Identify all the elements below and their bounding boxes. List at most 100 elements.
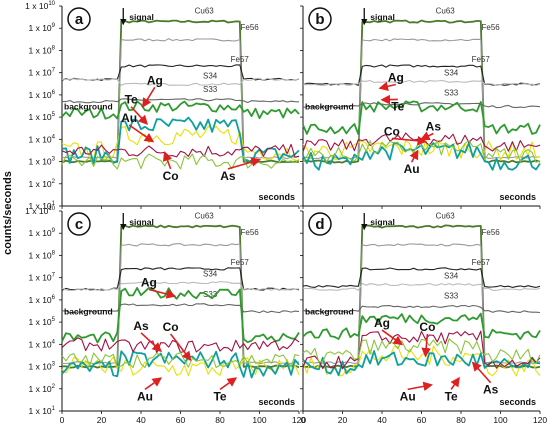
series-ag-line xyxy=(61,286,300,344)
series-s34-line xyxy=(61,281,300,291)
panel-label-circle xyxy=(67,7,91,31)
y-tick-label: 1 x 102 xyxy=(29,179,56,189)
isotope-label-s34: S34 xyxy=(444,69,459,78)
panel-label: a xyxy=(75,11,84,28)
series-ag-line xyxy=(61,100,300,120)
element-label-as: As xyxy=(426,119,442,133)
y-tick-label: 1 x 1010 xyxy=(25,1,55,11)
panel-label: d xyxy=(315,216,324,233)
x-tick-label: 20 xyxy=(97,415,107,425)
isotope-label-fe56: Fe56 xyxy=(482,228,501,237)
background-label: background xyxy=(64,307,113,317)
y-tick-label: 1 x 105 xyxy=(29,317,56,327)
series-s34-line xyxy=(302,79,541,86)
series-fe56-line xyxy=(302,243,541,365)
element-arrow-te xyxy=(450,376,460,390)
isotope-label-fe57: Fe57 xyxy=(231,258,250,267)
series-te-line xyxy=(302,345,541,377)
x-tick-label: 40 xyxy=(136,415,146,425)
element-label-ag: Ag xyxy=(388,71,404,85)
panel-d: 0 20 40 60 80 100 120 Cu63 Fe56 Fe57 S34 S33 signal b… xyxy=(300,210,547,425)
element-arrow-co xyxy=(169,333,192,362)
element-label-te: Te xyxy=(125,93,138,107)
element-arrow-co xyxy=(162,151,172,170)
isotope-label-fe56: Fe56 xyxy=(241,23,260,32)
element-label-ag: Ag xyxy=(147,73,163,87)
series-ag-line xyxy=(302,100,541,136)
isotope-label-fe57: Fe57 xyxy=(472,55,491,64)
series-s33-line xyxy=(302,102,541,109)
background-label: background xyxy=(305,307,354,317)
element-label-au: Au xyxy=(404,162,420,176)
series-ag-line xyxy=(302,312,541,341)
element-arrow-au xyxy=(409,149,419,163)
signal-label: signal xyxy=(129,217,154,227)
isotope-label-cu63: Cu63 xyxy=(436,212,456,221)
isotope-label-cu63: Cu63 xyxy=(195,7,215,16)
element-label-au: Au xyxy=(400,389,416,403)
y-tick-label: 1 x 108 xyxy=(29,250,56,260)
element-arrow-ag xyxy=(142,86,156,108)
isotope-label-s34: S34 xyxy=(203,71,218,80)
series-co-line xyxy=(61,143,300,158)
y-axis-label: counts/seconds xyxy=(2,171,14,255)
element-arrow-ag xyxy=(148,288,177,299)
element-label-au: Au xyxy=(121,111,137,125)
series-s34-line xyxy=(302,282,541,291)
element-label-as: As xyxy=(133,319,149,333)
y-tick-label: 1 x 107 xyxy=(29,68,56,78)
series-s34-line xyxy=(61,77,300,86)
isotope-label-fe57: Fe57 xyxy=(231,55,250,64)
x-tick-label: 0 xyxy=(301,415,306,425)
y-tick-label: 1 x 104 xyxy=(29,339,56,349)
element-label-te: Te xyxy=(445,389,458,403)
element-label-co: Co xyxy=(163,169,179,183)
isotope-label-s33: S33 xyxy=(203,290,218,299)
series-s33-line xyxy=(302,304,541,314)
panel-c: 1 x 101 1 x 102 1 x 103 1 x 104 1 x 105 1 x 1… xyxy=(25,206,306,425)
isotope-label-cu63: Cu63 xyxy=(436,7,456,16)
panel-a: 1 x 101 1 x 102 1 x 103 1 x 104 1 x 105 1 x 1… xyxy=(25,1,300,211)
isotope-label-s33: S33 xyxy=(444,89,459,98)
y-tick-label: 1 x 103 xyxy=(29,362,56,372)
series-as-line xyxy=(302,140,541,163)
series-fe57-line xyxy=(61,267,300,291)
element-label-te: Te xyxy=(391,99,404,113)
seconds-label: seconds xyxy=(499,397,536,407)
element-arrow-au xyxy=(407,381,433,392)
element-arrow-co xyxy=(391,135,428,146)
element-label-as: As xyxy=(220,169,236,183)
element-arrow-te xyxy=(130,106,149,125)
x-tick-label: 100 xyxy=(252,415,266,425)
series-cu63-line xyxy=(61,224,300,369)
panel-b: Cu63 Fe56 Fe57 S34 S33 signal background second… xyxy=(300,5,541,209)
x-tick-label: 40 xyxy=(377,415,387,425)
element-label-ag: Ag xyxy=(141,276,157,290)
element-label-co: Co xyxy=(163,320,179,334)
x-tick-label: 0 xyxy=(60,415,65,425)
y-tick-label: 1 x 102 xyxy=(29,384,56,394)
series-co-line xyxy=(61,337,300,354)
signal-label: signal xyxy=(370,12,395,22)
x-tick-label: 120 xyxy=(533,415,547,425)
panel-label: b xyxy=(315,11,324,28)
y-tick-label: 1 x 103 xyxy=(29,157,56,167)
series-cu63-line xyxy=(303,224,541,369)
series-as-line xyxy=(61,352,300,369)
background-label: background xyxy=(64,102,113,112)
element-arrow-as xyxy=(227,157,262,170)
x-tick-label: 20 xyxy=(338,415,348,425)
x-tick-label: 120 xyxy=(292,415,306,425)
x-tick-label: 80 xyxy=(456,415,466,425)
y-tick-label: 1 x 101 xyxy=(29,406,56,416)
element-label-co: Co xyxy=(419,320,435,334)
series-au-line xyxy=(302,141,541,171)
y-tick-label: 1 x 107 xyxy=(29,273,56,283)
series-s33-line xyxy=(61,98,300,104)
element-label-as: As xyxy=(483,383,499,397)
element-arrow-co xyxy=(421,333,431,358)
y-tick-label: 1 x 105 xyxy=(29,112,56,122)
isotope-label-fe56: Fe56 xyxy=(482,23,501,32)
series-fe57-line xyxy=(61,64,300,81)
